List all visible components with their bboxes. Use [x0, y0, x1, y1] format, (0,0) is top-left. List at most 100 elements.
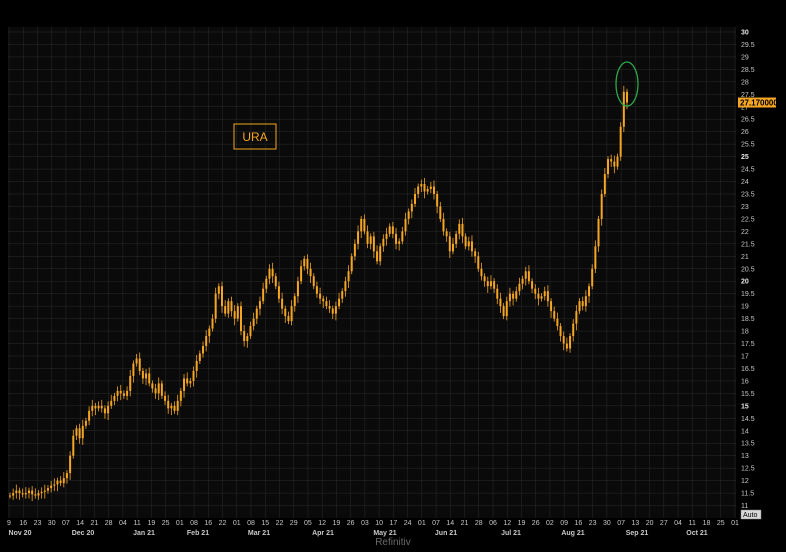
candle-body [65, 473, 68, 479]
y-tick-label: 14.5 [741, 416, 755, 423]
candle-body [369, 236, 372, 244]
x-tick-label: 16 [575, 520, 583, 527]
x-tick-label: 23 [589, 520, 597, 527]
candle-body [300, 266, 303, 282]
candle-body [417, 186, 420, 194]
x-tick-label: 06 [489, 520, 497, 527]
x-tick-label: 01 [418, 520, 426, 527]
x-tick-label: 28 [475, 520, 483, 527]
candle-body [379, 246, 382, 262]
candle-body [619, 126, 622, 157]
x-tick-label: 04 [119, 520, 127, 527]
y-tick-label: 21 [741, 254, 749, 261]
candle-body [486, 281, 489, 287]
candle-body [249, 326, 252, 337]
candle-body [328, 306, 331, 309]
candle-body [62, 478, 65, 484]
candle-body [135, 358, 138, 364]
candle-body [616, 156, 619, 167]
candle-body [56, 480, 59, 485]
x-month-label: Jun 21 [435, 530, 457, 537]
auto-button-box[interactable] [740, 509, 762, 520]
x-tick-label: 15 [261, 520, 269, 527]
x-tick-label: 25 [162, 520, 170, 527]
candle-body [18, 490, 21, 494]
candle-body [255, 308, 258, 319]
x-tick-label: 22 [219, 520, 227, 527]
candle-body [132, 363, 135, 376]
y-tick-label: 21.5 [741, 241, 755, 248]
candle-body [622, 91, 625, 127]
x-tick-label: 30 [48, 520, 56, 527]
x-tick-label: 21 [91, 520, 99, 527]
candle-body [315, 286, 318, 294]
candle-body [220, 286, 223, 307]
candle-body [72, 435, 75, 456]
candle-body [448, 236, 451, 252]
candle-body [543, 291, 546, 297]
candle-body [246, 336, 249, 342]
candle-body [160, 383, 163, 396]
x-month-label: Jan 21 [133, 530, 155, 537]
x-tick-label: 28 [105, 520, 113, 527]
auto-button-label: Auto [743, 512, 758, 519]
candle-body [239, 306, 242, 332]
candle-body [306, 258, 309, 269]
y-tick-label: 23 [741, 204, 749, 211]
y-tick-label: 24 [741, 179, 749, 186]
candle-body [442, 218, 445, 232]
candle-body [603, 174, 606, 194]
x-tick-label: 16 [204, 520, 212, 527]
candle-body [489, 281, 492, 287]
candle-body [451, 243, 454, 252]
candle-body [512, 293, 515, 299]
y-tick-label: 16.5 [741, 366, 755, 373]
x-tick-label: 25 [717, 520, 725, 527]
candle-body [75, 428, 78, 436]
ticker-label-box: URA [233, 123, 277, 150]
candle-body [69, 455, 72, 474]
candle-body [477, 256, 480, 269]
candle-body [562, 336, 565, 344]
auto-button[interactable]: Auto [740, 509, 762, 520]
candle-body [31, 490, 34, 495]
x-month-label: Nov 20 [9, 530, 32, 537]
x-tick-label: 27 [660, 520, 668, 527]
candle-body [499, 298, 502, 307]
candle-body [205, 336, 208, 347]
candle-body [385, 233, 388, 239]
y-tick-label: 12.5 [741, 466, 755, 473]
x-tick-label: 12 [503, 520, 511, 527]
x-month-label: Oct 21 [686, 530, 708, 537]
y-tick-label: 13 [741, 453, 749, 460]
candle-body [271, 268, 274, 277]
candle-body [217, 286, 220, 294]
candle-body [287, 316, 290, 322]
candle-body [395, 233, 398, 244]
price-tag: 27.170000 [738, 97, 778, 108]
candle-body [227, 301, 230, 314]
candle-body [518, 283, 521, 292]
candle-body [252, 318, 255, 327]
candle-body [588, 286, 591, 297]
candle-body [110, 400, 113, 406]
candle-body [154, 388, 157, 394]
candle-body [43, 490, 46, 492]
x-tick-label: 08 [190, 520, 198, 527]
candle-body [167, 400, 170, 409]
candle-body [230, 301, 233, 312]
candle-body [24, 493, 27, 495]
x-tick-label: 01 [176, 520, 184, 527]
y-tick-label: 20.5 [741, 266, 755, 273]
y-tick-label: 25.5 [741, 142, 755, 149]
candle-body [414, 193, 417, 204]
candle-body [524, 271, 527, 279]
candle-body [88, 410, 91, 421]
candle-body [119, 390, 122, 394]
candle-body [265, 278, 268, 289]
candle-body [546, 291, 549, 302]
candle-body [613, 161, 616, 167]
grid-lines [8, 27, 736, 518]
candle-body [170, 405, 173, 409]
x-tick-label: 19 [333, 520, 341, 527]
